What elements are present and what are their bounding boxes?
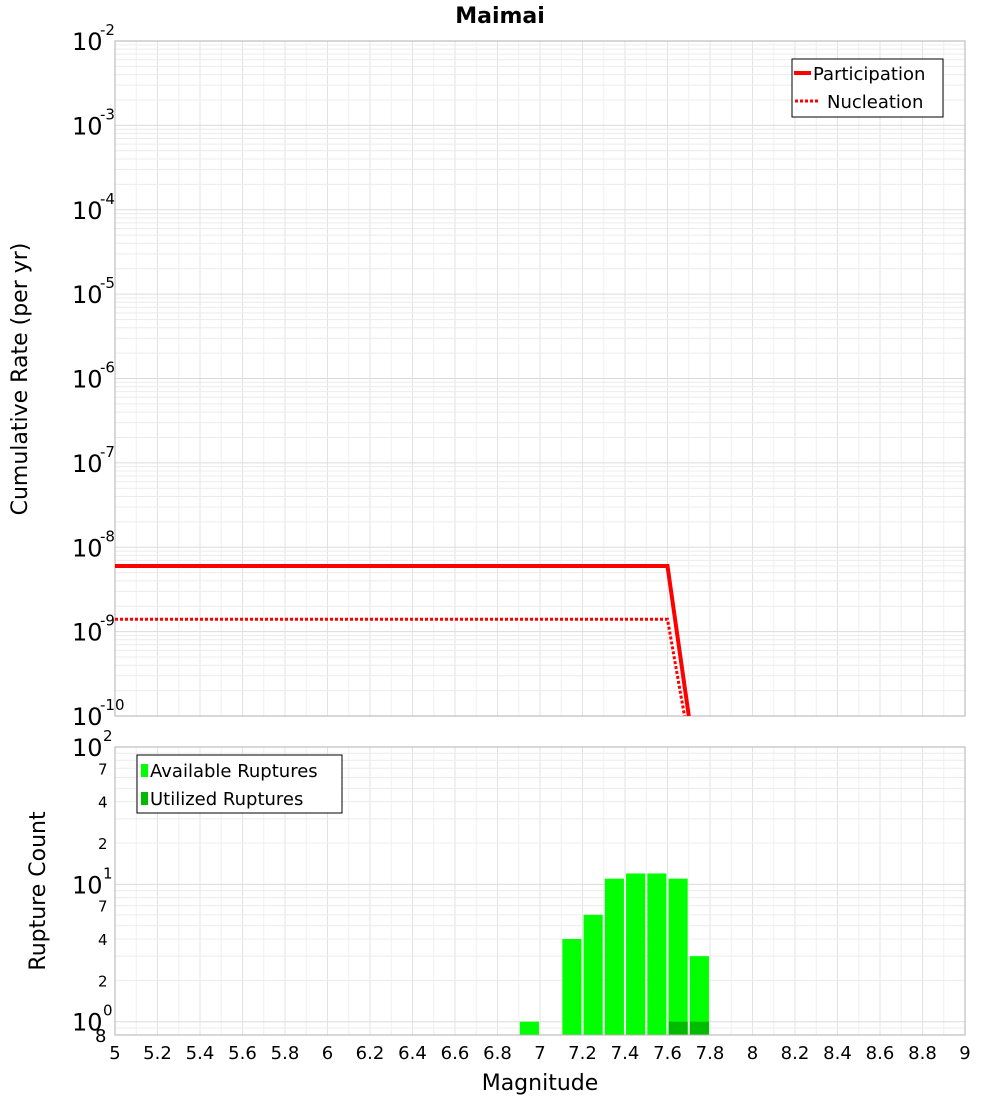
bottom-y-tick-exponent: 2 <box>103 727 113 745</box>
x-tick-label: 8.2 <box>781 1043 810 1064</box>
x-tick-label: 6.2 <box>356 1043 385 1064</box>
top-y-tick-exponent: -6 <box>100 359 115 377</box>
top-y-tick-exponent: -9 <box>100 612 115 630</box>
x-tick-label: 5.2 <box>143 1043 172 1064</box>
x-tick-label: 5 <box>109 1043 120 1064</box>
bar-utilized <box>689 1021 709 1035</box>
top-plot-grid <box>114 41 966 717</box>
x-tick-label: 8.4 <box>823 1043 852 1064</box>
bottom-y-tick-base: 10 <box>72 734 103 762</box>
x-tick-label: 6.8 <box>483 1043 512 1064</box>
top-y-tick-base: 10 <box>72 703 103 731</box>
top-y-tick-exponent: -10 <box>100 696 125 714</box>
top-legend: Participation Nucleation <box>791 58 944 118</box>
bottom-legend: Available Ruptures Utilized Ruptures <box>136 754 343 814</box>
x-axis-label: Magnitude <box>482 1071 599 1096</box>
bottom-y-minor-tick: 7 <box>98 760 108 778</box>
bottom-y-minor-tick: 2 <box>98 835 108 853</box>
top-y-tick-base: 10 <box>72 619 103 647</box>
x-tick-label: 7.6 <box>653 1043 682 1064</box>
series-nucleation-line <box>115 617 686 717</box>
bottom-y-minor-tick: 4 <box>98 931 108 949</box>
top-plot-frame <box>114 40 966 717</box>
legend-available-label: Available Ruptures <box>150 761 318 782</box>
bottom-plot-bars <box>519 873 709 1035</box>
bar-utilized <box>668 1021 688 1035</box>
bottom-y-tick-exponent: 0 <box>103 1002 113 1020</box>
top-y-tick-exponent: -3 <box>100 105 115 123</box>
top-y-tick-base: 10 <box>72 197 103 225</box>
top-y-tick-base: 10 <box>72 28 103 56</box>
x-tick-label: 5.8 <box>271 1043 300 1064</box>
x-tick-label: 7.2 <box>568 1043 597 1064</box>
legend-nucleation-label: Nucleation <box>827 92 923 113</box>
x-tick-label: 6.4 <box>398 1043 427 1064</box>
top-y-tick-base: 10 <box>72 281 103 309</box>
top-y-tick-base: 10 <box>72 450 103 478</box>
bar-available <box>626 873 646 1035</box>
bar-available <box>647 873 667 1035</box>
x-tick-label: 7.8 <box>696 1043 725 1064</box>
x-tick-label: 5.4 <box>186 1043 215 1064</box>
bar-available <box>689 956 709 1035</box>
top-y-axis-label: Cumulative Rate (per yr) <box>8 243 33 516</box>
top-plot-series <box>115 564 691 717</box>
x-tick-label: 8.6 <box>866 1043 895 1064</box>
bottom-y-minor-tick: 4 <box>98 794 108 812</box>
chart-title: Maimai <box>455 4 545 29</box>
x-tick-label: 7 <box>534 1043 545 1064</box>
bottom-y-tick-exponent: 1 <box>103 864 113 882</box>
legend-available-swatch <box>141 764 148 777</box>
bottom-plot-frame <box>114 746 966 1036</box>
top-y-tick-exponent: -8 <box>100 527 115 545</box>
top-y-tick-labels: 10-210-310-410-510-610-710-810-910-10 <box>72 21 125 731</box>
bottom-y-axis-label: Rupture Count <box>26 811 51 971</box>
bottom-y-tick-base: 10 <box>72 871 103 899</box>
bottom-y-minor-tick: 8 <box>95 1026 106 1047</box>
bar-available <box>604 878 624 1035</box>
x-tick-label: 8 <box>747 1043 758 1064</box>
series-participation-line <box>115 564 691 717</box>
legend-participation-label: Participation <box>813 64 925 85</box>
bar-available <box>583 914 603 1035</box>
top-y-tick-exponent: -5 <box>100 274 115 292</box>
x-tick-label: 9 <box>959 1043 970 1064</box>
x-tick-labels: 5 5.2 5.4 5.6 5.8 6 6.2 6.4 6.6 6.8 7 7.2 7.4 7.6 7.8 8… <box>109 1043 970 1064</box>
x-tick-label: 6.6 <box>441 1043 470 1064</box>
bar-available <box>562 939 582 1035</box>
legend-utilized-swatch <box>141 792 148 805</box>
top-y-tick-exponent: -7 <box>100 443 115 461</box>
bottom-y-minor-tick: 2 <box>98 972 108 990</box>
bar-available <box>668 878 688 1035</box>
top-y-tick-base: 10 <box>72 112 103 140</box>
bar-available <box>519 1021 539 1035</box>
top-y-tick-base: 10 <box>72 534 103 562</box>
bottom-y-minor-tick: 7 <box>98 898 108 916</box>
x-tick-label: 6 <box>322 1043 333 1064</box>
top-y-tick-exponent: -4 <box>100 190 115 208</box>
top-y-tick-base: 10 <box>72 366 103 394</box>
top-y-tick-exponent: -2 <box>100 21 115 39</box>
x-tick-label: 7.4 <box>611 1043 640 1064</box>
bottom-y-tick-base: 10 <box>72 1009 103 1037</box>
legend-utilized-label: Utilized Ruptures <box>150 789 303 810</box>
x-tick-label: 5.6 <box>228 1043 257 1064</box>
x-tick-label: 8.8 <box>908 1043 937 1064</box>
